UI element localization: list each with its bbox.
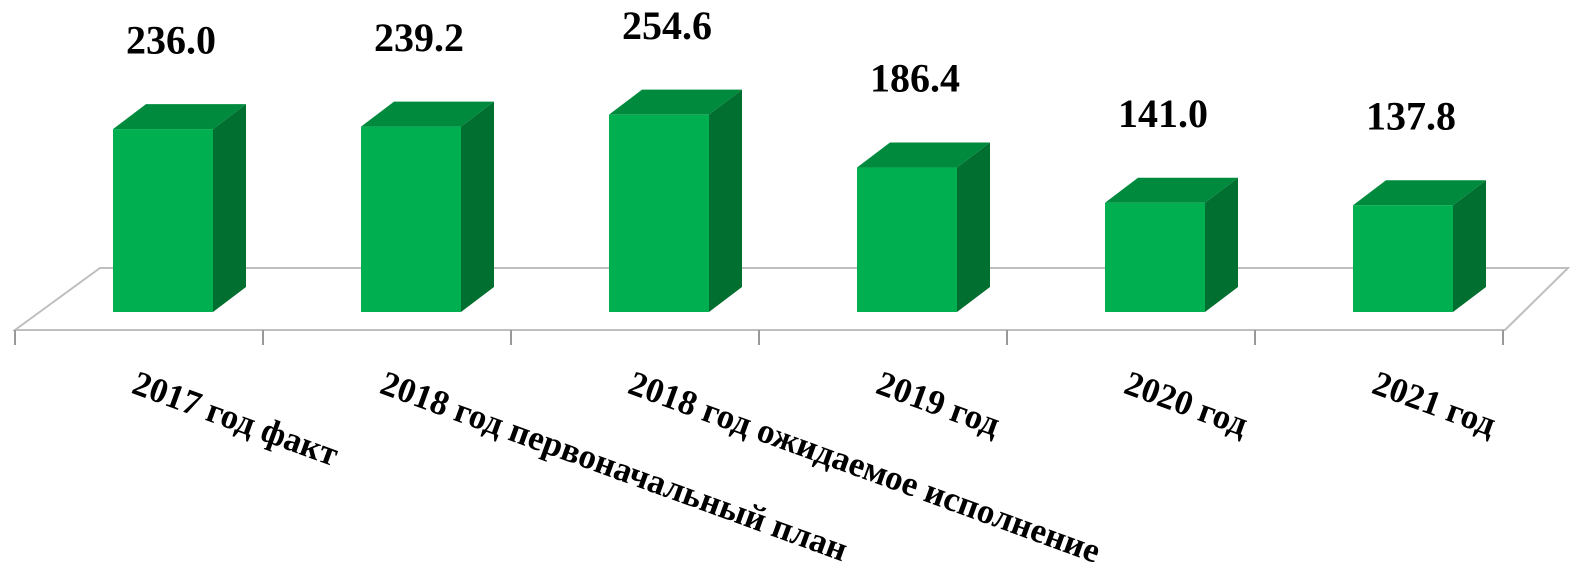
floor — [11, 267, 1571, 331]
x-tick-label: 2021 год — [1368, 363, 1502, 444]
x-tick-label: 2019 год — [872, 363, 1006, 444]
data-label: 186.4 — [870, 56, 960, 101]
bar-top — [361, 101, 494, 127]
data-label: 137.8 — [1366, 93, 1456, 138]
bar-top — [1353, 180, 1486, 206]
data-label: 239.2 — [374, 15, 464, 60]
data-label: 141.0 — [1118, 91, 1208, 136]
bar — [361, 126, 461, 313]
bar-top — [609, 89, 742, 115]
bar — [609, 114, 709, 312]
bar-side — [461, 101, 494, 313]
bar — [1353, 205, 1453, 312]
bar-side — [709, 89, 742, 312]
bar-side — [1205, 177, 1238, 312]
bar — [113, 129, 213, 312]
bar-top — [1105, 177, 1238, 203]
data-label: 254.6 — [622, 3, 712, 48]
bar-top — [113, 104, 246, 130]
bar-side — [1453, 180, 1486, 312]
bar-side — [957, 142, 990, 312]
bar — [857, 167, 957, 312]
bar-top — [857, 142, 990, 168]
x-tick-label: 2017 год факт — [128, 363, 344, 473]
bar — [1105, 202, 1205, 312]
x-tick-label: 2018 год первоначальный план — [376, 363, 853, 569]
x-tick-label: 2020 год — [1120, 363, 1254, 444]
data-label: 236.0 — [126, 17, 216, 62]
bar-side — [213, 104, 246, 312]
x-tick-label: 2018 год ожидаемое исполнение — [624, 363, 1106, 570]
